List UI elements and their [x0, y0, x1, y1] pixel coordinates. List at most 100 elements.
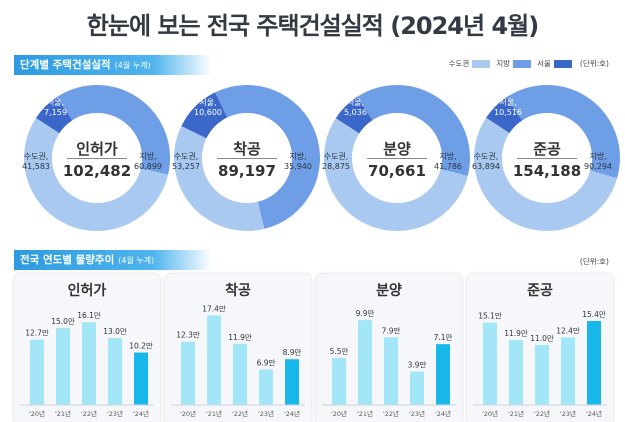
bar — [384, 337, 398, 405]
legend-item-region: 지방 — [496, 58, 532, 69]
donut-center-total: 154,188 — [512, 162, 582, 180]
donut-slice-label-region: 지방, 35,940 — [284, 152, 312, 171]
bar-value-label: 12.3만 — [176, 331, 200, 340]
legend-item-seoul: 서울 — [537, 58, 572, 69]
donut-chart-3: 분양 70,661 서울, 5,036 수도권, 28,875 지방, 41,786 — [322, 76, 472, 236]
bar-value-label: 11.9만 — [228, 333, 252, 342]
bar-value-label: 17.4만 — [202, 305, 226, 314]
bar-value-label: 13.0만 — [103, 327, 127, 336]
x-tick-label: '24년 — [133, 409, 149, 418]
x-tick-label: '24년 — [586, 409, 602, 418]
bar — [410, 371, 424, 405]
x-tick-label: '23년 — [107, 409, 123, 418]
donut-slice-seoul — [35, 96, 73, 134]
x-tick-label: '20년 — [331, 409, 347, 418]
bar-chart-svg: 5.5만 '20년 9.9만 '21년 7.9만 '22년 3.9만 '23년 7.1만 '24년 — [322, 309, 456, 418]
bar — [82, 322, 96, 405]
bar-panel-4: 준공 15.1만 '20년 11.9만 '21년 11.0만 '22년 12.4만 '23년 15… — [467, 274, 613, 422]
bar-panel-title: 분양 — [376, 283, 402, 299]
bar — [509, 340, 523, 405]
bar-panel-2: 착공 12.3만 '20년 17.4만 '21년 11.9만 '22년 6.9만 '23년 8.9… — [165, 274, 311, 422]
bar-panel-title: 준공 — [527, 283, 553, 299]
donut-slice-region — [324, 118, 468, 231]
donut-slice-metro — [357, 84, 470, 177]
section-header-yearly-sub: (4월 누계) — [118, 256, 155, 265]
bar-chart-svg: 12.3만 '20년 17.4만 '21년 11.9만 '22년 6.9만 '23년 8.9만 '… — [171, 305, 305, 418]
x-tick-label: '21년 — [508, 409, 524, 418]
bar-value-label: 16.1만 — [77, 311, 101, 320]
x-tick-label: '24년 — [284, 409, 300, 418]
bar-panel-title: 인허가 — [67, 283, 107, 299]
bar-value-label: 15.1만 — [478, 312, 502, 321]
bar-value-label: 6.9만 — [257, 359, 276, 368]
bar — [233, 343, 247, 405]
donut-slice-metro — [56, 84, 171, 175]
bar-value-label: 12.4만 — [556, 326, 580, 335]
unit-label: (단위:호) — [579, 59, 609, 68]
donut-charts: 인허가 102,482 서울, 7,159 수도권, 41,583 지방, 60,899 착공 8… — [0, 76, 625, 246]
section-header-stage-sub: (4월 누계) — [114, 61, 151, 70]
section-header-yearly: 전국 연도별 물량추이 (4월 누계) — [14, 250, 212, 270]
donut-chart-2: 착공 89,197 서울, 10,600 수도권, 53,257 지방, 35,940 — [172, 76, 322, 236]
bar — [483, 322, 497, 405]
donut-slice-seoul — [335, 96, 373, 134]
donut-slice-label-region: 지방, 41,786 — [434, 152, 462, 171]
bar — [285, 359, 299, 405]
donut-slice-label-seoul: 서울, 7,159 — [44, 98, 67, 117]
bar-value-label: 10.2만 — [129, 342, 153, 351]
legend-swatch — [513, 59, 532, 68]
x-tick-label: '22년 — [232, 409, 248, 418]
bar-value-label: 12.7만 — [25, 329, 49, 338]
bar-value-label: 15.0만 — [51, 317, 75, 326]
x-tick-label: '22년 — [81, 409, 97, 418]
donut-slice-seoul — [181, 92, 228, 139]
bar-panel-1: 인허가 12.7만 '20년 15.0만 '21년 16.1만 '22년 13.0만 '23년 1… — [14, 274, 160, 422]
donut-center-divider — [367, 158, 427, 159]
bar — [535, 345, 549, 405]
donut-slice-label-metro: 수도권, 28,875 — [322, 152, 350, 171]
x-tick-label: '23년 — [560, 409, 576, 418]
donut-center-title: 준공 — [533, 140, 561, 158]
donut-slice-label-region: 지방, 90,294 — [584, 152, 612, 171]
donut-slice-label-region: 지방, 60,899 — [134, 152, 162, 171]
bar — [108, 338, 122, 405]
x-tick-label: '21년 — [206, 409, 222, 418]
x-tick-label: '24년 — [435, 409, 451, 418]
donut-chart-4: 준공 154,188 서울, 10,516 수도권, 63,894 지방, 90,294 — [472, 76, 622, 236]
bar-value-label: 7.1만 — [434, 333, 453, 342]
x-tick-label: '23년 — [409, 409, 425, 418]
donut-slice-region — [23, 117, 169, 231]
section-header-stage-label: 단계별 주택건설실적 — [20, 59, 111, 71]
bar — [436, 344, 450, 405]
donut-center-total: 70,661 — [368, 162, 426, 180]
section-header-stage: 단계별 주택건설실적 (4월 누계) — [14, 55, 212, 75]
x-tick-label: '21년 — [357, 409, 373, 418]
legend-label: 서울 — [537, 59, 551, 68]
bar — [259, 369, 273, 405]
donut-center-total: 102,482 — [62, 162, 132, 180]
x-tick-label: '20년 — [180, 409, 196, 418]
bar — [561, 337, 575, 405]
donut-slice-metro — [506, 84, 620, 179]
donut-slice-label-metro: 수도권, 63,894 — [472, 152, 500, 171]
bar-value-label: 3.9만 — [408, 361, 427, 370]
x-tick-label: '20년 — [482, 409, 498, 418]
bar — [587, 321, 601, 405]
donut-center-title: 분양 — [383, 140, 411, 158]
main-title: 한눈에 보는 전국 주택건설실적 (2024년 4월) — [86, 12, 539, 40]
donut-slice-label-metro: 수도권, 53,257 — [172, 152, 200, 171]
donut-slice-label-seoul: 서울, 5,036 — [344, 98, 367, 117]
x-tick-label: '23년 — [258, 409, 274, 418]
bar — [30, 339, 44, 405]
bar-panel-3: 분양 5.5만 '20년 9.9만 '21년 7.9만 '22년 3.9만 '23년 7.1만 '2… — [316, 274, 462, 422]
x-tick-label: '22년 — [383, 409, 399, 418]
x-tick-label: '22년 — [534, 409, 550, 418]
legend-label: 지방 — [496, 59, 511, 68]
bar — [181, 341, 195, 405]
donut-slice-seoul — [486, 97, 523, 134]
donut-slice-region — [474, 117, 618, 231]
donut-center-title: 착공 — [233, 140, 261, 158]
donut-center-divider — [217, 158, 277, 159]
legend: 수도권 지방 서울 (단위:호) — [449, 58, 609, 69]
x-tick-label: '21년 — [55, 409, 71, 418]
